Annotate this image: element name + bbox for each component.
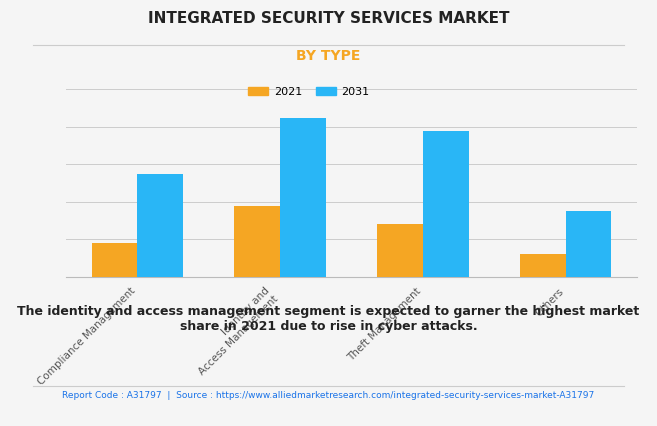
Bar — [280, 118, 326, 277]
Bar — [137, 174, 183, 277]
Bar — [423, 131, 468, 277]
Bar — [566, 211, 611, 277]
Bar — [92, 243, 137, 277]
Text: Report Code : A31797  |  Source : https://www.alliedmarketresearch.com/integrate: Report Code : A31797 | Source : https://… — [62, 391, 595, 400]
Text: INTEGRATED SECURITY SERVICES MARKET: INTEGRATED SECURITY SERVICES MARKET — [148, 11, 509, 26]
Bar — [520, 254, 566, 277]
Legend: 2021, 2031: 2021, 2031 — [244, 82, 374, 101]
Text: The identity and access management segment is expected to garner the highest mar: The identity and access management segme… — [17, 305, 640, 333]
Bar — [235, 206, 280, 277]
Bar — [377, 225, 423, 277]
Text: BY TYPE: BY TYPE — [296, 49, 361, 63]
